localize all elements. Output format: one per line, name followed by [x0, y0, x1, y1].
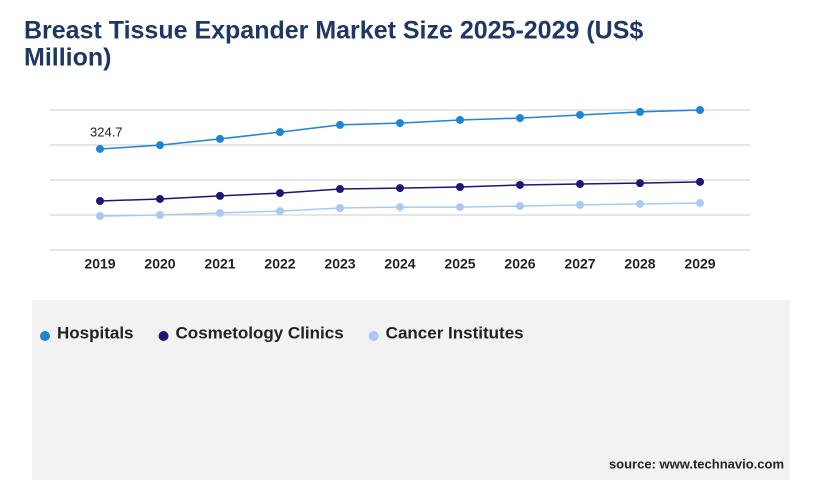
legend-label: Hospitals [57, 323, 134, 342]
data-point [516, 202, 524, 211]
x-tick-label: 2027 [564, 256, 595, 272]
data-point [156, 194, 164, 203]
data-point [216, 191, 224, 200]
x-tick-label: 2020 [144, 256, 175, 272]
data-point [516, 180, 524, 189]
data-point [396, 203, 404, 212]
chart-title: Million) [24, 44, 111, 72]
x-tick-label: 2025 [444, 256, 475, 272]
data-point [396, 184, 404, 193]
data-point [576, 200, 584, 209]
legend-marker [158, 331, 169, 341]
data-point [96, 197, 104, 205]
x-tick-label: 2029 [684, 256, 715, 272]
data-point [336, 204, 344, 212]
data-point [276, 189, 284, 198]
legend-marker [40, 331, 50, 341]
data-point [216, 134, 224, 143]
data-point [576, 110, 584, 119]
x-tick-label: 2026 [504, 256, 535, 272]
data-point [696, 199, 704, 208]
data-point [576, 180, 584, 189]
panel-background [32, 300, 790, 480]
data-point [456, 203, 464, 212]
series-line [99, 109, 701, 150]
data-point [156, 141, 164, 150]
data-point [456, 183, 464, 191]
legend-label: Cancer Institutes [386, 323, 524, 342]
legend-label: Cosmetology Clinics [176, 323, 344, 342]
data-point [636, 199, 644, 208]
data-point [276, 207, 284, 216]
data-point [696, 106, 704, 114]
x-tick-label: 2022 [264, 256, 295, 272]
x-tick-label: 2024 [384, 256, 415, 272]
data-point [216, 208, 224, 217]
chart-title: Breast Tissue Expander Market Size 2025-… [24, 17, 643, 45]
data-point [396, 119, 404, 128]
data-point [276, 128, 284, 137]
data-point [336, 185, 344, 194]
x-tick-label: 2019 [84, 256, 115, 272]
data-point [456, 115, 464, 124]
source-note: source: www.technavio.com [609, 456, 784, 471]
x-tick-label: 2023 [324, 256, 355, 272]
data-point [96, 212, 104, 221]
data-point [636, 107, 644, 116]
x-tick-label: 2021 [204, 256, 235, 272]
data-label: 324.7 [90, 124, 123, 139]
data-point [336, 120, 344, 129]
data-point [696, 177, 704, 186]
data-point [516, 114, 524, 123]
data-point [156, 211, 164, 219]
data-point [96, 144, 104, 153]
x-tick-label: 2028 [624, 256, 655, 272]
data-point [636, 179, 644, 188]
legend-marker [368, 331, 379, 341]
